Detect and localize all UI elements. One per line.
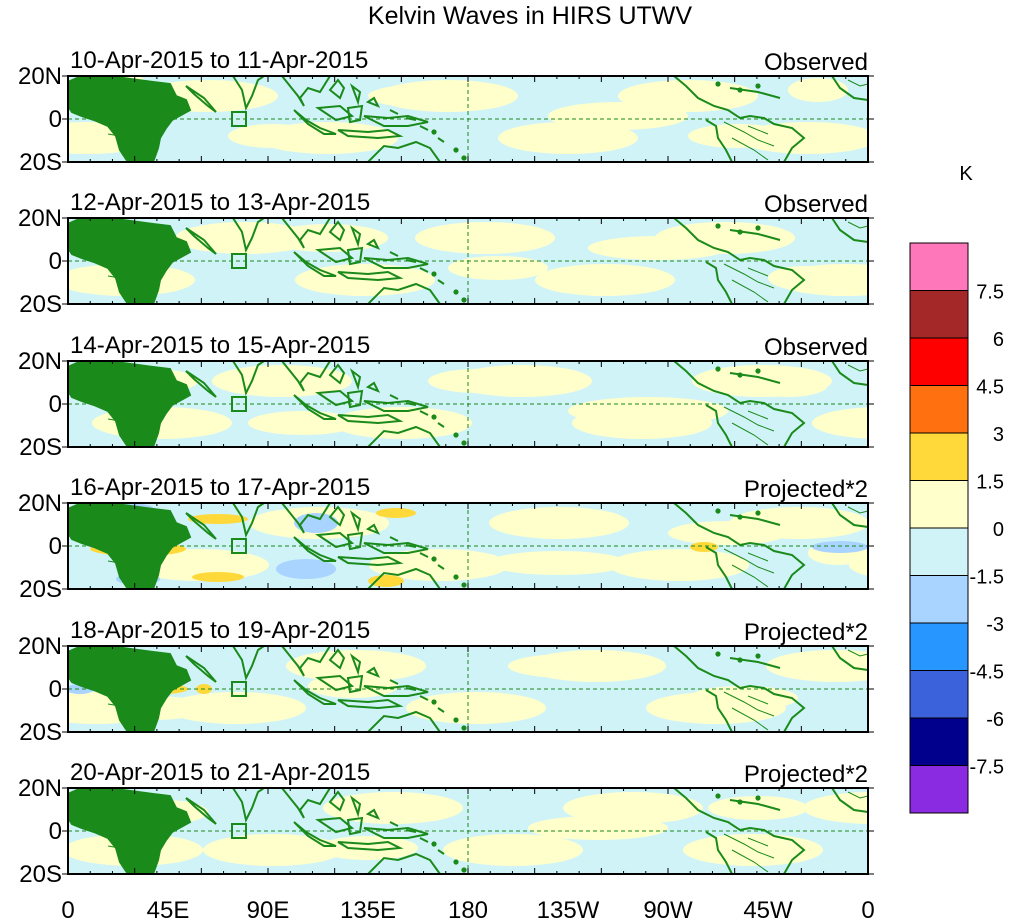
colorbar-box (909, 242, 969, 291)
colorbar-box (909, 337, 969, 386)
lat-label: 20S (19, 434, 62, 461)
main-title: Kelvin Waves in HIRS UTWV (367, 2, 693, 30)
colorbar-level-label: 6 (993, 329, 1004, 351)
panel-date-range: 14-Apr-2015 to 15-Apr-2015 (70, 332, 370, 359)
lat-label: 20S (19, 149, 62, 176)
lat-label: 20N (18, 490, 62, 517)
colorbar-box (909, 385, 969, 434)
colorbar-level-label: -4.5 (970, 662, 1004, 684)
colorbar-level-label: -6 (986, 709, 1004, 731)
colorbar-box (909, 290, 969, 339)
panel-status: Observed (764, 49, 868, 76)
panel-date-range: 16-Apr-2015 to 17-Apr-2015 (70, 474, 370, 501)
lat-label: 0 (49, 818, 62, 845)
colorbar-level-label: 0 (993, 519, 1004, 541)
colorbar-level-label: 1.5 (976, 472, 1004, 494)
lat-label: 20N (18, 63, 62, 90)
colorbar-box (909, 575, 969, 624)
map-panel: 12-Apr-2015 to 13-Apr-2015 Observed 20N 0 20… (18, 189, 874, 318)
lon-label: 45E (147, 897, 190, 920)
lat-label: 0 (49, 248, 62, 275)
colorbar-level-label: -3 (986, 614, 1004, 636)
lon-label: 0 (861, 897, 874, 920)
colorbar-box (909, 765, 969, 814)
colorbar-unit: K (959, 163, 973, 185)
panel-status: Projected*2 (744, 619, 868, 646)
lat-label: 0 (49, 533, 62, 560)
lat-label: 20S (19, 719, 62, 746)
lat-label: 20N (18, 348, 62, 375)
lon-label: 90W (643, 897, 693, 920)
lat-label: 0 (49, 106, 62, 133)
colorbar-box (909, 670, 969, 719)
lat-label: 20S (19, 291, 62, 318)
panel-status: Observed (764, 334, 868, 361)
lon-label: 0 (61, 897, 74, 920)
panel-date-range: 20-Apr-2015 to 21-Apr-2015 (70, 759, 370, 786)
lat-label: 20N (18, 633, 62, 660)
colorbar-box (909, 527, 969, 576)
colorbar-box (909, 622, 969, 671)
panel-status: Observed (764, 191, 868, 218)
colorbar-level-label: 3 (993, 424, 1004, 446)
lon-label: 180 (448, 897, 488, 920)
panel-date-range: 10-Apr-2015 to 11-Apr-2015 (70, 47, 368, 74)
colorbar-level-label: -7.5 (970, 757, 1004, 779)
lon-label: 135E (340, 897, 396, 920)
colorbar-box (909, 717, 969, 766)
colorbar-box (909, 432, 969, 481)
lat-label: 0 (49, 676, 62, 703)
panel-date-range: 12-Apr-2015 to 13-Apr-2015 (70, 189, 370, 216)
lon-label: 135W (537, 897, 600, 920)
lat-label: 20N (18, 205, 62, 232)
lat-label: 0 (49, 391, 62, 418)
map-panel: 10-Apr-2015 to 11-Apr-2015 Observed 20N 0 20… (18, 47, 874, 176)
map-panel: 14-Apr-2015 to 15-Apr-2015 Observed 20N 0 20… (18, 332, 874, 461)
panel-status: Projected*2 (744, 476, 868, 503)
map-panel: 20-Apr-2015 to 21-Apr-2015 Projected*2 20N… (18, 759, 874, 888)
colorbar-box (909, 480, 969, 529)
map-panel: 18-Apr-2015 to 19-Apr-2015 Projected*2 20N… (18, 617, 874, 746)
lat-label: 20N (18, 775, 62, 802)
lon-label: 90E (247, 897, 290, 920)
lat-label: 20S (19, 861, 62, 888)
panel-date-range: 18-Apr-2015 to 19-Apr-2015 (70, 617, 370, 644)
lon-label: 45W (743, 897, 793, 920)
colorbar-level-label: 4.5 (976, 377, 1004, 399)
lat-label: 20S (19, 576, 62, 603)
panel-status: Projected*2 (744, 761, 868, 788)
colorbar-level-label: 7.5 (976, 282, 1004, 304)
colorbar-level-label: -1.5 (970, 567, 1004, 589)
map-panel: 16-Apr-2015 to 17-Apr-2015 Projected*2 20N… (18, 474, 874, 603)
